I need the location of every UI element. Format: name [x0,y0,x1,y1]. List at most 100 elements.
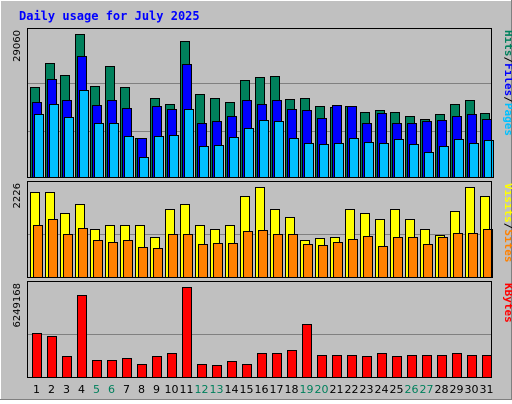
panel-bottom-bar-kbytes-day-11 [182,287,192,378]
panel-top-bar-pages-day-29 [454,139,464,178]
panel-top-bar-pages-day-13 [214,145,224,178]
panel-top-bar-pages-day-26 [409,144,419,178]
panel-middle-ymax-label: 2226 [12,183,23,208]
panel-top-bar-pages-day-28 [439,146,449,178]
x-tick-day-19: 19 [300,383,314,396]
panel-bottom-bar-kbytes-day-20 [317,355,327,378]
panel-bottom-bar-kbytes-day-23 [362,356,372,378]
panel-middle-bar-sites-day-21 [333,242,343,278]
panel-top-bar-pages-day-20 [319,144,329,178]
x-tick-day-21: 21 [330,383,344,396]
panel-middle-bar-sites-day-7 [123,240,133,278]
x-tick-day-8: 8 [138,383,145,396]
x-tick-day-24: 24 [375,383,389,396]
x-tick-day-4: 4 [78,383,85,396]
panel-bottom-bar-kbytes-day-8 [137,364,147,378]
panel-top-bar-pages-day-25 [394,139,404,178]
panel-middle-bar-sites-day-5 [93,240,103,278]
x-tick-day-27: 27 [420,383,434,396]
x-tick-day-9: 9 [153,383,160,396]
panel-middle-bar-sites-day-4 [78,228,88,278]
panel-middle-side-legend: Visits/Sites [502,183,512,263]
panel-bottom-bar-kbytes-day-21 [332,355,342,378]
panel-top-bar-pages-day-19 [304,143,314,178]
legend-kbytes: KBytes [502,283,512,323]
panel-middle-bar-sites-day-22 [348,239,358,278]
legend-separator: / [502,57,512,64]
panel-bottom-bar-kbytes-day-5 [92,360,102,378]
panel-bottom-bar-kbytes-day-13 [212,365,222,378]
panel-middle-border [27,181,492,278]
panel-middle-bar-sites-day-18 [288,234,298,278]
panel-top-bar-pages-day-23 [364,142,374,178]
panel-middle-bar-sites-day-27 [423,244,433,278]
panel-top-bar-pages-day-8 [139,157,149,178]
panel-top-bar-pages-day-1 [34,114,44,178]
panel-top-ymax-label: 29060 [12,30,23,62]
panel-bottom-bar-kbytes-day-18 [287,350,297,378]
panel-middle-bar-sites-day-3 [63,234,73,278]
panel-bottom-bar-kbytes-day-3 [62,356,72,378]
panel-middle-bar-sites-day-1 [33,225,43,278]
x-tick-day-15: 15 [240,383,254,396]
panel-top-bar-pages-day-30 [469,143,479,178]
panel-bottom-bar-kbytes-day-16 [257,353,267,378]
x-tick-day-7: 7 [123,383,130,396]
panel-middle-bar-sites-day-29 [453,233,463,278]
panel-top-bar-pages-day-2 [49,104,59,178]
legend-visits: Visits [502,183,512,223]
panel-top-bar-pages-day-4 [79,90,89,178]
panel-middle-bar-sites-day-20 [318,245,328,278]
panel-bottom-bar-kbytes-day-30 [467,355,477,378]
panel-middle-bar-sites-day-2 [48,219,58,278]
legend-sites: Sites [502,229,512,262]
panel-middle-bar-sites-day-6 [108,242,118,278]
panel-bottom-bar-kbytes-day-10 [167,353,177,378]
panel-top-bar-pages-day-7 [124,136,134,178]
panel-bottom-bar-kbytes-day-27 [422,355,432,378]
x-tick-day-25: 25 [390,383,404,396]
panel-top-bar-pages-day-15 [244,128,254,178]
panel-middle-bar-sites-day-26 [408,237,418,278]
panel-middle-bar-sites-day-16 [258,230,268,278]
panel-middle-bar-sites-day-9 [153,248,163,278]
panel-middle-bar-sites-day-19 [303,244,313,278]
panel-bottom-border [27,281,492,378]
panel-middle-bar-sites-day-13 [213,243,223,278]
panel-bottom-bar-kbytes-day-2 [47,336,57,378]
x-tick-day-20: 20 [315,383,329,396]
panel-top-bar-pages-day-27 [424,152,434,178]
legend-pages: Pages [502,103,512,136]
x-tick-day-5: 5 [93,383,100,396]
panel-top-bar-pages-day-9 [154,136,164,178]
panel-top-bar-pages-day-12 [199,146,209,178]
x-tick-day-3: 3 [63,383,70,396]
x-tick-day-16: 16 [255,383,269,396]
panel-top-bar-pages-day-17 [274,121,284,178]
panel-top-bar-pages-day-22 [349,138,359,178]
panel-middle-bar-sites-day-24 [378,246,388,278]
panel-bottom-bar-kbytes-day-4 [77,295,87,378]
panel-bottom-bar-kbytes-day-19 [302,324,312,378]
panel-middle-bar-sites-day-12 [198,244,208,278]
panel-bottom-bar-kbytes-day-22 [347,355,357,378]
panel-middle-bar-sites-day-30 [468,233,478,278]
panel-bottom-ymax-label: 6249168 [12,283,23,328]
panel-top-border [27,28,492,178]
panel-top-bar-pages-day-6 [109,123,119,178]
x-tick-day-10: 10 [165,383,179,396]
x-tick-day-13: 13 [210,383,224,396]
panel-middle-bar-sites-day-8 [138,247,148,278]
panel-middle: 2226 Visits/Sites [12,181,512,278]
panel-bottom-bar-kbytes-day-7 [122,358,132,378]
x-tick-day-31: 31 [480,383,494,396]
legend-files: Files [502,63,512,96]
panel-bottom-bar-kbytes-day-14 [227,361,237,378]
panel-top-bar-pages-day-11 [184,109,194,178]
panel-top-bar-pages-day-3 [64,117,74,178]
panel-top-bar-pages-day-14 [229,137,239,178]
x-tick-day-30: 30 [465,383,479,396]
panel-top-bar-pages-day-16 [259,120,269,178]
